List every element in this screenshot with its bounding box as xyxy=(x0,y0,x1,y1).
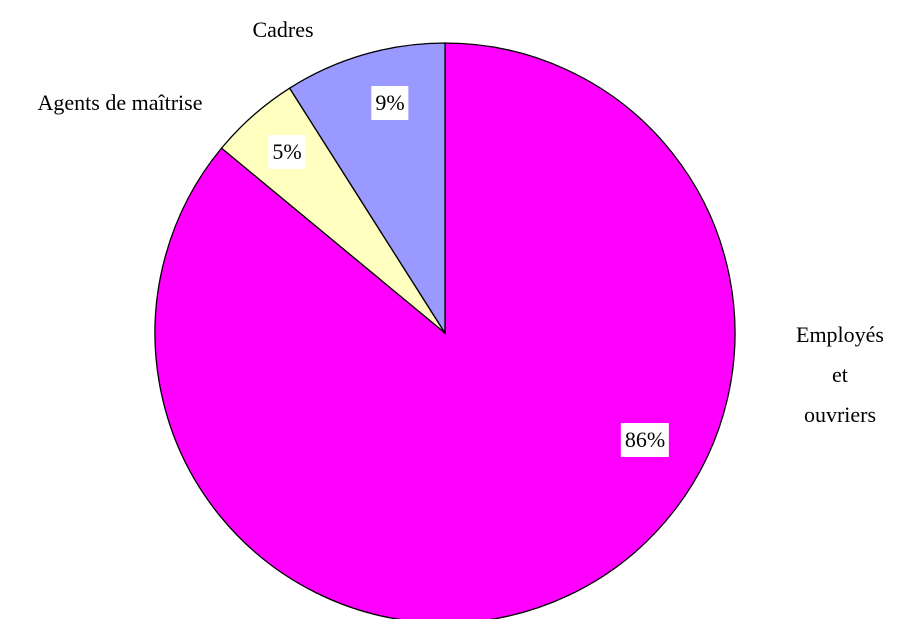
value-label: 9% xyxy=(371,86,409,120)
category-label: Employés et ouvriers xyxy=(796,322,884,427)
value-label: 5% xyxy=(268,135,306,169)
value-label: 86% xyxy=(620,423,670,457)
category-label: Agents de maîtrise xyxy=(37,90,203,115)
category-label: Cadres xyxy=(252,17,314,42)
pie-slice xyxy=(154,42,736,619)
